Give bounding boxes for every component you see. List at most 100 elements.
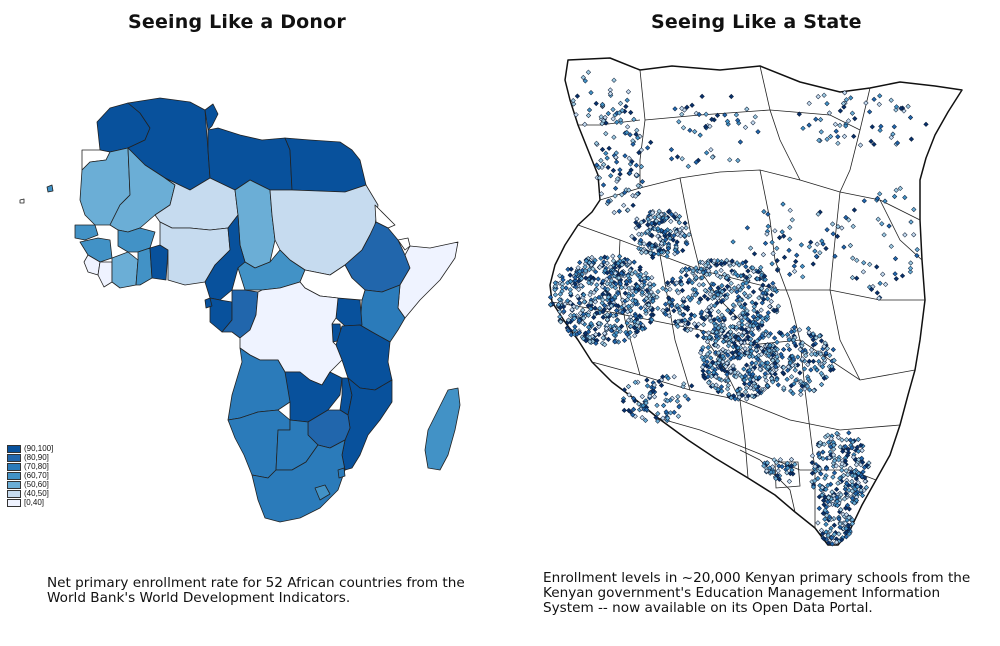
school-point bbox=[781, 254, 788, 261]
school-point bbox=[816, 333, 823, 339]
school-point bbox=[644, 383, 651, 389]
school-point bbox=[589, 254, 595, 261]
school-point bbox=[720, 339, 727, 345]
school-point bbox=[741, 366, 747, 372]
school-point bbox=[624, 297, 631, 303]
school-point bbox=[620, 398, 626, 404]
school-point bbox=[785, 367, 791, 373]
school-point bbox=[730, 239, 736, 245]
school-point bbox=[755, 325, 761, 331]
school-point bbox=[641, 279, 648, 285]
school-point bbox=[617, 171, 623, 177]
school-point bbox=[759, 360, 765, 366]
legend-label: (50,60] bbox=[24, 480, 49, 489]
school-point bbox=[765, 211, 771, 217]
school-point bbox=[757, 366, 763, 372]
school-point bbox=[861, 260, 867, 266]
school-point bbox=[683, 225, 689, 231]
school-point bbox=[794, 252, 800, 258]
school-point bbox=[599, 101, 606, 108]
school-point bbox=[605, 164, 611, 171]
school-point bbox=[604, 155, 610, 161]
school-point bbox=[677, 310, 683, 316]
school-point bbox=[639, 179, 646, 185]
school-point bbox=[679, 156, 685, 162]
school-point bbox=[718, 261, 724, 267]
school-point bbox=[585, 312, 592, 318]
school-point bbox=[664, 253, 670, 259]
school-point bbox=[612, 185, 619, 192]
school-point bbox=[831, 446, 837, 452]
school-point bbox=[633, 162, 640, 168]
school-point bbox=[839, 437, 845, 443]
school-point bbox=[627, 278, 633, 285]
school-point bbox=[774, 245, 780, 252]
school-point bbox=[676, 404, 682, 410]
school-point bbox=[877, 280, 883, 286]
school-point bbox=[604, 281, 610, 287]
school-point bbox=[833, 486, 840, 492]
school-point bbox=[737, 139, 744, 145]
school-point bbox=[552, 292, 559, 298]
school-point bbox=[692, 287, 698, 293]
school-point bbox=[857, 142, 864, 148]
school-point bbox=[769, 363, 775, 369]
school-point bbox=[631, 236, 638, 242]
school-point bbox=[749, 393, 755, 399]
school-point bbox=[617, 117, 624, 123]
school-point bbox=[647, 285, 653, 291]
school-point bbox=[592, 269, 599, 275]
school-point bbox=[656, 208, 662, 214]
school-point bbox=[568, 266, 574, 272]
school-point bbox=[747, 376, 753, 383]
school-point bbox=[662, 237, 669, 243]
school-point bbox=[743, 362, 750, 368]
school-point bbox=[799, 356, 806, 362]
school-point bbox=[845, 446, 851, 453]
school-point bbox=[843, 505, 849, 511]
school-point bbox=[699, 364, 706, 370]
school-point bbox=[876, 295, 882, 301]
school-point bbox=[632, 269, 638, 275]
school-point bbox=[621, 387, 628, 393]
school-point bbox=[806, 100, 812, 107]
school-point bbox=[785, 465, 791, 471]
school-point bbox=[633, 131, 639, 137]
school-point bbox=[751, 307, 757, 314]
school-point bbox=[635, 183, 641, 189]
school-point bbox=[719, 312, 725, 318]
school-point bbox=[827, 528, 833, 534]
school-point bbox=[576, 317, 582, 324]
school-point bbox=[773, 476, 779, 482]
school-point bbox=[732, 271, 739, 277]
school-point bbox=[717, 363, 723, 369]
school-point bbox=[638, 164, 645, 170]
school-point bbox=[691, 313, 698, 319]
school-point bbox=[605, 336, 612, 343]
school-point bbox=[808, 239, 814, 245]
school-point bbox=[706, 369, 712, 375]
school-point bbox=[718, 267, 724, 274]
school-point bbox=[817, 466, 823, 472]
school-point bbox=[758, 307, 764, 313]
school-point bbox=[843, 512, 850, 518]
school-point bbox=[769, 375, 775, 382]
school-point bbox=[860, 269, 867, 275]
school-point bbox=[868, 138, 874, 144]
school-point bbox=[655, 233, 661, 239]
school-point bbox=[705, 296, 711, 302]
school-point bbox=[810, 337, 816, 343]
school-point bbox=[608, 303, 614, 309]
country-liberia bbox=[97, 261, 113, 288]
school-point bbox=[660, 415, 666, 421]
school-point bbox=[701, 316, 708, 323]
school-point bbox=[651, 282, 657, 288]
legend-swatch bbox=[7, 462, 21, 471]
school-point bbox=[840, 448, 846, 455]
school-point bbox=[621, 202, 627, 208]
school-point bbox=[588, 300, 594, 306]
school-point bbox=[841, 244, 847, 250]
school-point bbox=[713, 382, 719, 388]
school-point bbox=[581, 292, 587, 298]
school-point bbox=[855, 480, 861, 486]
